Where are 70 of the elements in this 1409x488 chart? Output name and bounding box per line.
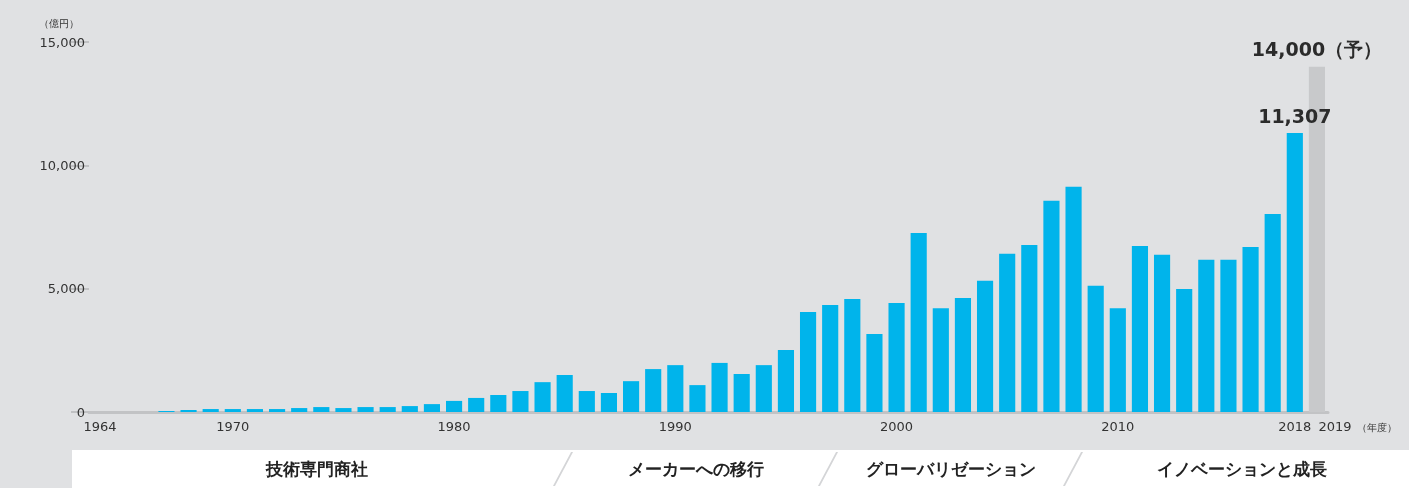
bar bbox=[313, 407, 330, 412]
bar bbox=[578, 391, 595, 412]
bar bbox=[866, 334, 883, 412]
bar bbox=[534, 382, 551, 412]
bar bbox=[689, 385, 706, 412]
bar bbox=[777, 350, 795, 412]
bar bbox=[357, 407, 374, 412]
bar bbox=[1109, 308, 1126, 412]
bar bbox=[733, 374, 750, 412]
y-axis-title: （億円） bbox=[39, 17, 79, 29]
bar bbox=[1286, 133, 1303, 412]
bar bbox=[1242, 246, 1259, 412]
bar bbox=[711, 362, 728, 412]
y-tick-label: 0 bbox=[76, 404, 85, 420]
bar bbox=[445, 400, 463, 412]
data-label: 11,307 bbox=[1258, 104, 1332, 127]
bar bbox=[423, 404, 441, 412]
bar bbox=[1131, 245, 1149, 412]
bar bbox=[622, 381, 640, 412]
bar bbox=[1220, 259, 1237, 412]
bar bbox=[1065, 186, 1082, 412]
bar bbox=[910, 232, 927, 412]
bar bbox=[512, 391, 529, 412]
bar bbox=[556, 375, 573, 412]
bar bbox=[645, 369, 662, 412]
x-tick-label: 1980 bbox=[437, 419, 471, 434]
bar bbox=[224, 409, 241, 412]
x-tick-label: 2018 bbox=[1278, 419, 1312, 434]
bar bbox=[755, 365, 772, 412]
bar bbox=[1021, 245, 1038, 412]
bar bbox=[1043, 200, 1060, 412]
x-tick-label: 1990 bbox=[658, 419, 692, 434]
text: グローバリゼーション bbox=[864, 457, 1037, 481]
x-tick-label: 1970 bbox=[216, 419, 250, 434]
x-tick-label: 2000 bbox=[880, 419, 914, 434]
bar bbox=[1198, 259, 1215, 412]
text: イノベーションと成長 bbox=[1155, 457, 1328, 481]
bar bbox=[844, 299, 861, 412]
bar bbox=[600, 393, 618, 412]
bar bbox=[1176, 288, 1193, 412]
y-tick-label: 10,000 bbox=[39, 157, 85, 173]
bar bbox=[999, 253, 1016, 412]
bar bbox=[1087, 285, 1104, 412]
bar bbox=[468, 397, 485, 412]
bar bbox=[268, 409, 286, 412]
y-tick-label: 5,000 bbox=[47, 281, 85, 297]
bar bbox=[799, 312, 817, 412]
bar bbox=[401, 406, 418, 412]
text: メーカーへの移行 bbox=[626, 457, 765, 481]
bar bbox=[335, 408, 352, 412]
bar bbox=[932, 308, 949, 412]
bar bbox=[291, 408, 308, 412]
y-tick-label: 15,000 bbox=[39, 34, 85, 50]
bar bbox=[1153, 254, 1171, 412]
bar bbox=[888, 302, 905, 412]
bar bbox=[976, 280, 994, 412]
x-tick-label: 1964 bbox=[83, 419, 117, 434]
bar bbox=[490, 394, 507, 412]
x-tick-label: 2019 bbox=[1318, 419, 1352, 434]
bar bbox=[202, 409, 219, 412]
data-label: 14,000（予） bbox=[1251, 38, 1383, 61]
bar bbox=[379, 407, 396, 412]
bar bbox=[954, 298, 972, 412]
text: 技術専門商社 bbox=[264, 457, 369, 481]
bar bbox=[667, 365, 684, 412]
bar bbox=[822, 304, 839, 412]
x-axis-title: （年度） bbox=[1357, 421, 1398, 433]
bar bbox=[1264, 213, 1281, 412]
bar bbox=[246, 409, 264, 412]
x-tick-label: 2010 bbox=[1101, 419, 1135, 434]
